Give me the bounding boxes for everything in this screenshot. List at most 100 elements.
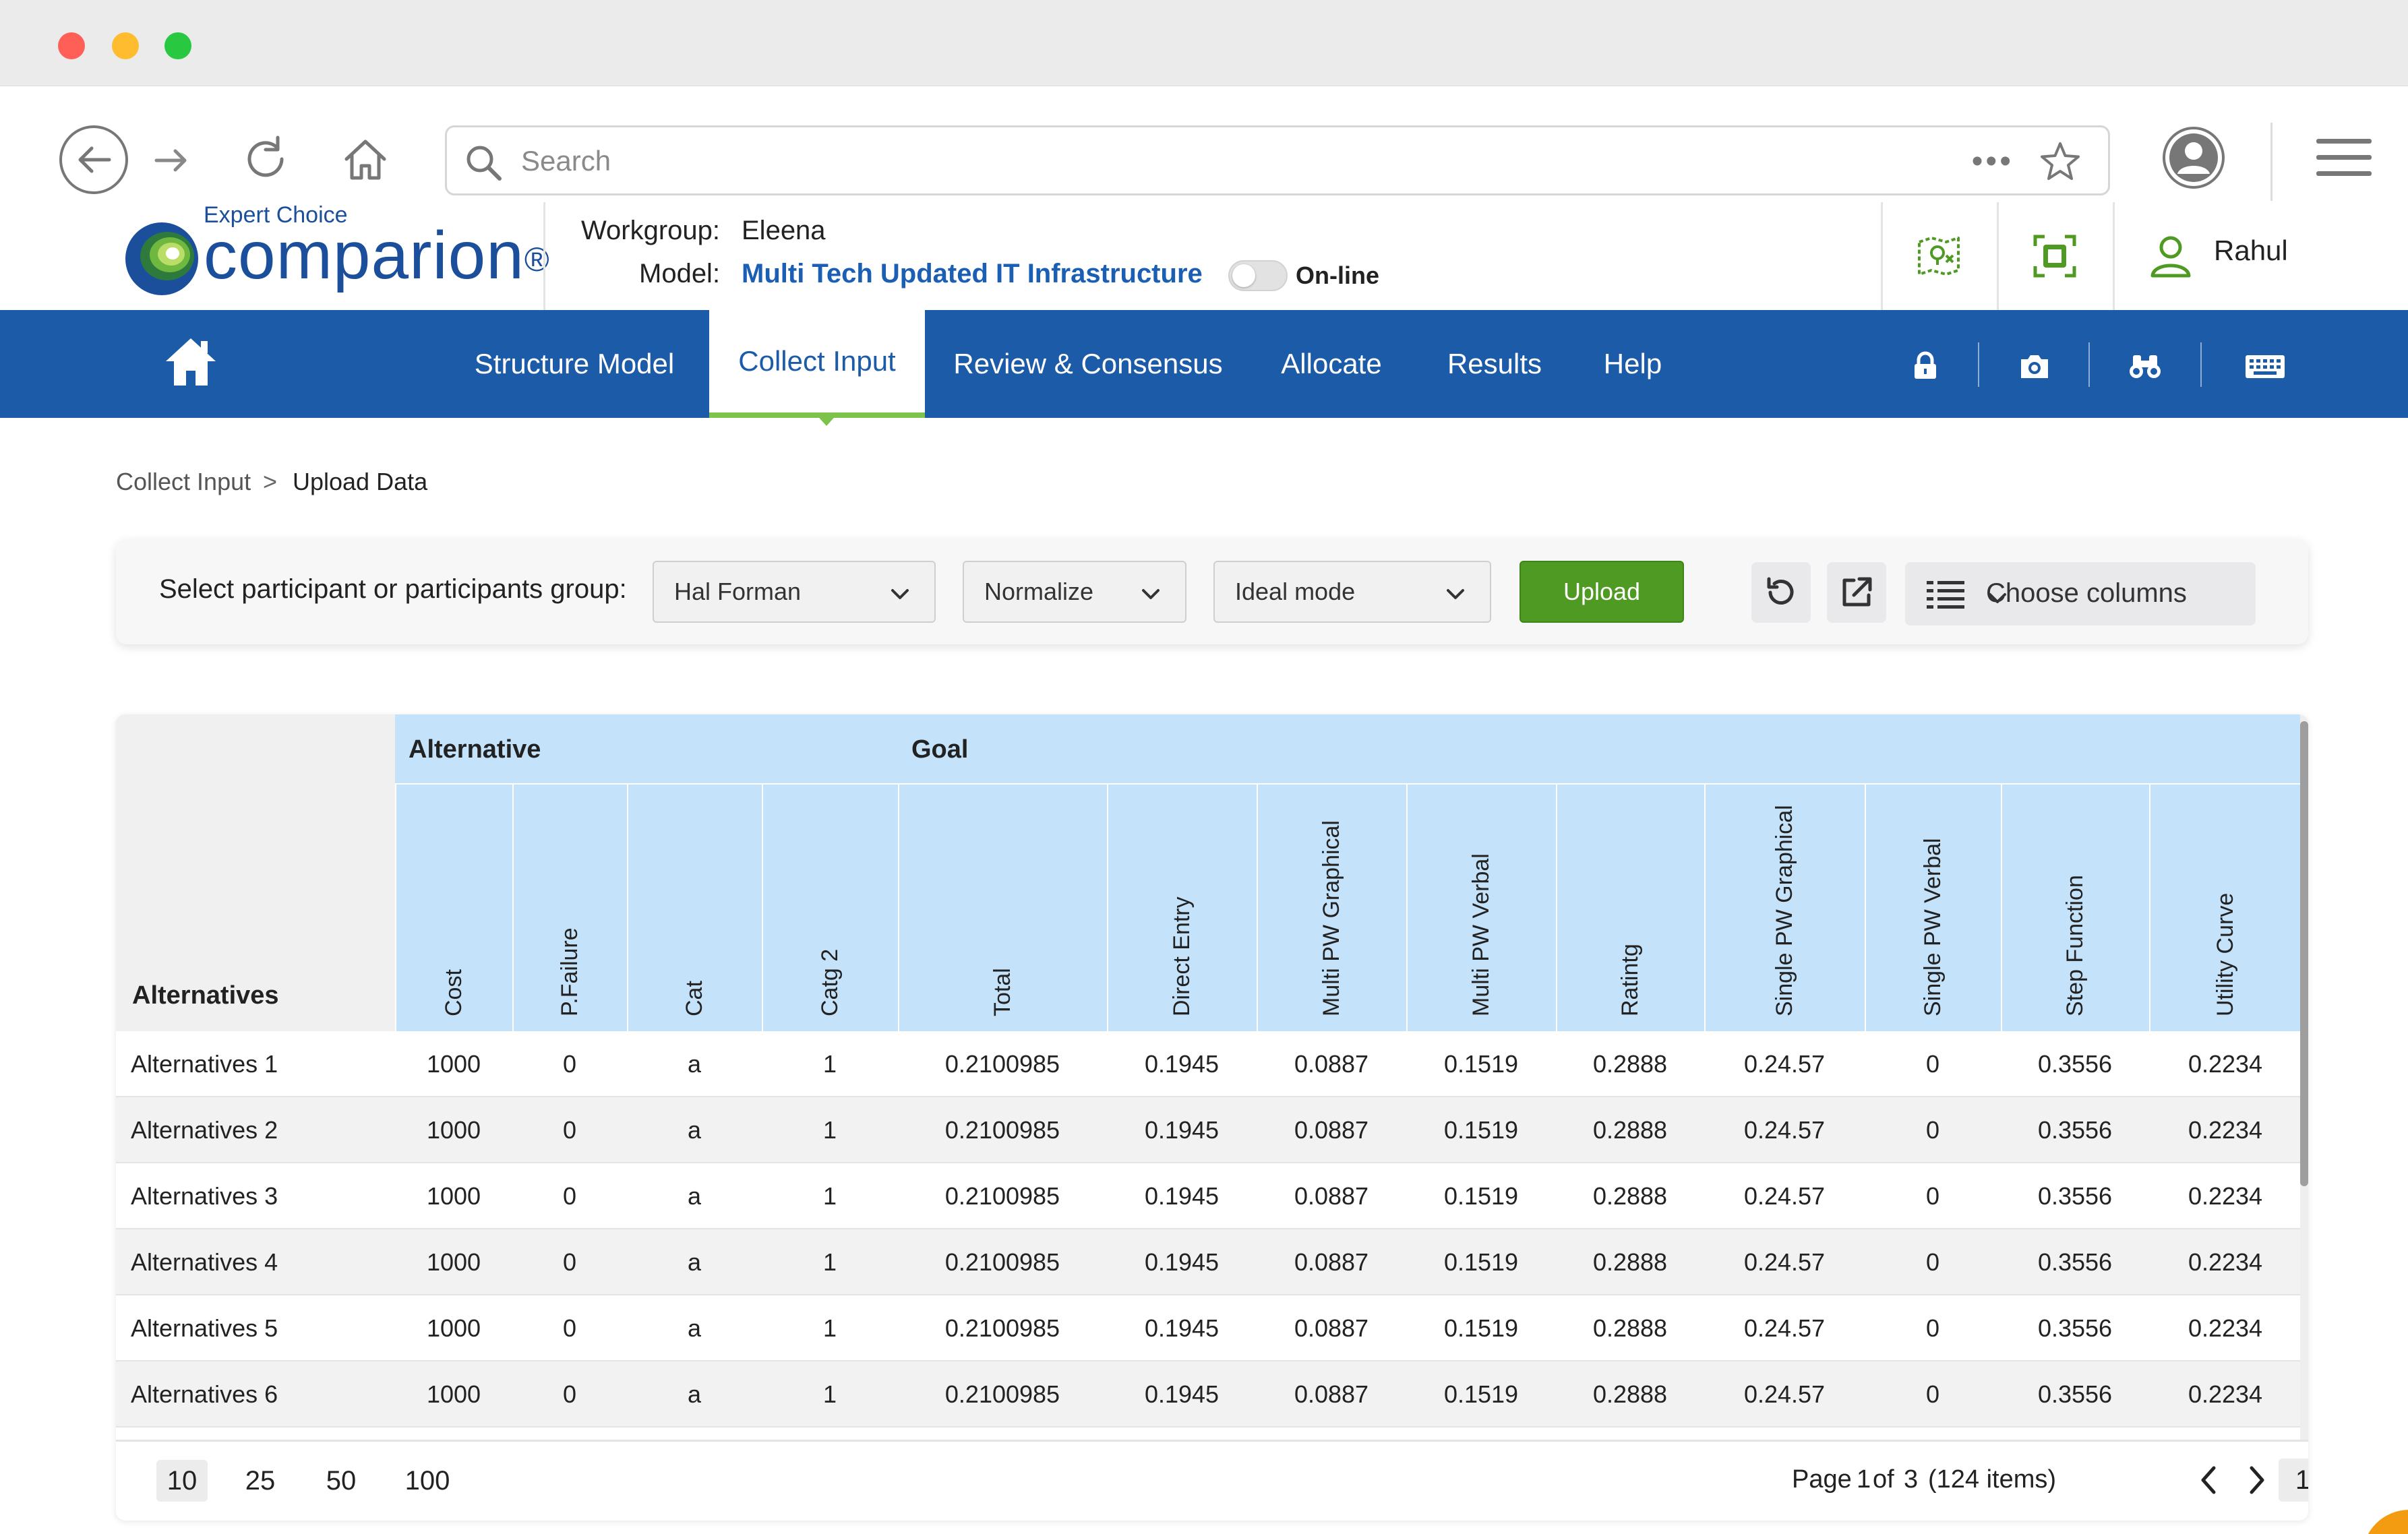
table-cell[interactable]: 0: [1925, 1380, 1940, 1408]
table-cell[interactable]: 0.1945: [1144, 1314, 1220, 1342]
table-cell[interactable]: 0.3556: [2037, 1380, 2113, 1408]
table-cell[interactable]: 0: [562, 1116, 577, 1144]
table-cell[interactable]: 0.1519: [1443, 1116, 1519, 1144]
online-toggle[interactable]: [1228, 260, 1288, 291]
table-cell[interactable]: a: [687, 1314, 702, 1342]
table-cell[interactable]: 0.3556: [2037, 1248, 2113, 1276]
table-cell[interactable]: 0.24.57: [1743, 1116, 1826, 1144]
column-header[interactable]: Multi PW Verbal: [1406, 785, 1556, 1031]
table-cell[interactable]: 0.24.57: [1743, 1314, 1826, 1342]
home-icon[interactable]: [338, 132, 392, 186]
table-cell[interactable]: 0.2234: [2188, 1380, 2263, 1408]
table-cell[interactable]: a: [687, 1380, 702, 1408]
user-icon[interactable]: [2144, 202, 2198, 310]
table-row[interactable]: Alternatives 5 1000 0 a 1 0.2100985 0.1945 0.08…: [116, 1295, 2300, 1361]
column-header[interactable]: P.Failure: [512, 785, 627, 1031]
table-cell[interactable]: 0.1945: [1144, 1182, 1220, 1210]
table-cell[interactable]: 0.2100985: [944, 1248, 1060, 1276]
table-row[interactable]: Alternatives 3 1000 0 a 1 0.2100985 0.1945 0.08…: [116, 1163, 2300, 1229]
table-cell[interactable]: 0.0887: [1294, 1248, 1369, 1276]
table-cell[interactable]: 0.0887: [1294, 1314, 1369, 1342]
table-cell[interactable]: 0: [562, 1380, 577, 1408]
address-bar[interactable]: •••: [445, 125, 2110, 195]
minimize-window-button[interactable]: [112, 32, 139, 59]
user-name[interactable]: Rahul: [2214, 235, 2288, 266]
mode-select[interactable]: Ideal mode: [1213, 561, 1491, 623]
page-size-option[interactable]: 50: [326, 1465, 357, 1496]
reload-icon[interactable]: [239, 132, 293, 186]
column-header[interactable]: Single PW Verbal: [1865, 785, 2001, 1031]
table-cell[interactable]: a: [687, 1050, 702, 1078]
table-cell[interactable]: a: [687, 1116, 702, 1144]
participant-select[interactable]: Hal Forman: [653, 561, 936, 623]
current-page-box[interactable]: 1: [2279, 1459, 2308, 1502]
table-cell[interactable]: 1: [822, 1050, 837, 1078]
table-cell[interactable]: 0.3556: [2037, 1314, 2113, 1342]
close-window-button[interactable]: [58, 32, 85, 59]
grid-scrollbar-thumb[interactable]: [2300, 721, 2308, 1186]
nav-collect-input[interactable]: Collect Input: [709, 310, 925, 418]
table-cell[interactable]: 0: [1925, 1116, 1940, 1144]
table-cell[interactable]: 0.1945: [1144, 1380, 1220, 1408]
table-cell[interactable]: 1: [822, 1248, 837, 1276]
table-cell[interactable]: 1000: [426, 1314, 481, 1342]
forward-icon[interactable]: [151, 140, 191, 181]
table-row[interactable]: Alternatives 4 1000 0 a 1 0.2100985 0.1945 0.08…: [116, 1229, 2300, 1295]
table-cell[interactable]: 0: [562, 1248, 577, 1276]
table-cell[interactable]: 0.2234: [2188, 1182, 2263, 1210]
home-nav-icon[interactable]: [162, 333, 220, 394]
column-header[interactable]: Cat: [627, 785, 762, 1031]
table-cell[interactable]: 0.2100985: [944, 1116, 1060, 1144]
table-cell[interactable]: 0.0887: [1294, 1380, 1369, 1408]
binoculars-icon[interactable]: [2118, 342, 2172, 390]
page-size-option[interactable]: 25: [245, 1465, 276, 1496]
table-cell[interactable]: 0.3556: [2037, 1050, 2113, 1078]
lock-icon[interactable]: [1898, 342, 1952, 390]
star-icon[interactable]: [2038, 140, 2082, 187]
table-cell[interactable]: 0.2888: [1592, 1248, 1668, 1276]
table-cell[interactable]: 0.1519: [1443, 1248, 1519, 1276]
table-cell[interactable]: 0: [1925, 1248, 1940, 1276]
table-cell[interactable]: 0.0887: [1294, 1182, 1369, 1210]
table-cell[interactable]: 0.2100985: [944, 1380, 1060, 1408]
column-header[interactable]: Utility Curve: [2149, 785, 2301, 1031]
table-cell[interactable]: 0.24.57: [1743, 1050, 1826, 1078]
nav-allocate[interactable]: Allocate: [1281, 348, 1382, 379]
column-header[interactable]: Cost: [395, 785, 512, 1031]
nav-review-consensus[interactable]: Review & Consensus: [953, 348, 1223, 379]
nav-structure-model[interactable]: Structure Model: [474, 348, 675, 379]
table-cell[interactable]: 0: [1925, 1050, 1940, 1078]
comparion-logo[interactable]: Expert Choice comparion®: [119, 202, 549, 303]
table-cell[interactable]: 0.3556: [2037, 1116, 2113, 1144]
table-cell[interactable]: 0.1945: [1144, 1116, 1220, 1144]
column-header[interactable]: Step Function: [2001, 785, 2149, 1031]
table-cell[interactable]: 0.2888: [1592, 1314, 1668, 1342]
table-cell[interactable]: 0.1519: [1443, 1182, 1519, 1210]
table-row[interactable]: Alternatives 6 1000 0 a 1 0.2100985 0.1945 0.08…: [116, 1361, 2300, 1428]
table-cell[interactable]: a: [687, 1248, 702, 1276]
column-header[interactable]: Direct Entry: [1107, 785, 1257, 1031]
table-cell[interactable]: 0.0887: [1294, 1116, 1369, 1144]
table-cell[interactable]: 1000: [426, 1182, 481, 1210]
table-cell[interactable]: a: [687, 1182, 702, 1210]
nav-results[interactable]: Results: [1447, 348, 1542, 379]
table-cell[interactable]: 0.3556: [2037, 1182, 2113, 1210]
column-header[interactable]: Single PW Graphical: [1704, 785, 1865, 1031]
table-cell[interactable]: 0.2100985: [944, 1050, 1060, 1078]
normalize-select[interactable]: Normalize: [963, 561, 1186, 623]
column-header[interactable]: Multi PW Graphical: [1257, 785, 1406, 1031]
table-cell[interactable]: 1: [822, 1314, 837, 1342]
table-cell[interactable]: 0: [1925, 1182, 1940, 1210]
keyboard-icon[interactable]: [2231, 342, 2299, 390]
table-cell[interactable]: 1000: [426, 1248, 481, 1276]
upload-button[interactable]: Upload: [1519, 561, 1684, 623]
table-cell[interactable]: 0.24.57: [1743, 1380, 1826, 1408]
table-cell[interactable]: 1000: [426, 1380, 481, 1408]
back-icon[interactable]: [58, 124, 129, 195]
model-link[interactable]: Multi Tech Updated IT Infrastructure: [742, 259, 1203, 288]
maximize-window-button[interactable]: [164, 32, 191, 59]
table-cell[interactable]: 0.2888: [1592, 1380, 1668, 1408]
table-cell[interactable]: 0.24.57: [1743, 1248, 1826, 1276]
chevron-right-icon[interactable]: [2239, 1461, 2273, 1502]
table-cell[interactable]: 0.2234: [2188, 1314, 2263, 1342]
